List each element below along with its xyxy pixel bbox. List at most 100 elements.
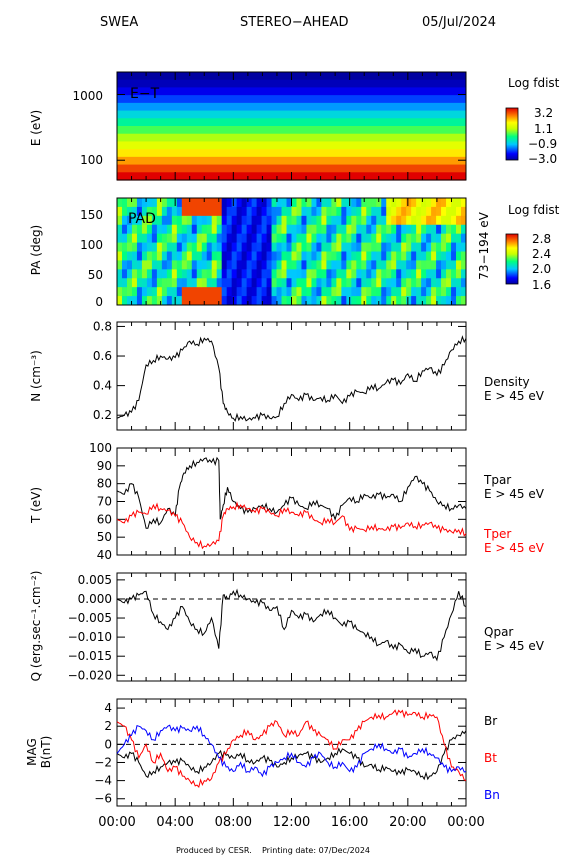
pad-cell <box>156 233 163 243</box>
pad-cell <box>401 296 407 306</box>
pad-cell <box>286 287 292 297</box>
pad-cell <box>371 233 377 243</box>
pad-cell <box>186 278 193 288</box>
x-tick-label: 12:00 <box>273 815 310 830</box>
pad-cell <box>456 206 462 217</box>
pad-cell <box>181 296 188 306</box>
pad-cell <box>131 215 138 226</box>
pad-cell <box>117 198 123 208</box>
pad-cell <box>251 296 257 306</box>
pad-cell <box>216 278 223 288</box>
pad-cell <box>386 198 392 208</box>
pad-cell <box>131 278 138 288</box>
pad-cell <box>451 296 457 306</box>
pad-cell <box>151 287 158 297</box>
pad-cell <box>311 269 317 279</box>
pad-cell <box>161 278 168 288</box>
pad-cell <box>171 215 178 226</box>
pad-cell <box>156 287 163 297</box>
pad-cell <box>151 215 158 226</box>
pad-cell <box>461 260 467 270</box>
energy-band <box>117 87 466 96</box>
pad-cell <box>231 215 238 226</box>
pad-cell <box>411 206 417 217</box>
pad-cell <box>311 287 317 297</box>
pad-cell <box>336 224 342 235</box>
pad-cell <box>306 251 312 261</box>
pad-cell <box>201 260 208 270</box>
pad-cell <box>341 296 347 306</box>
pad-cell <box>141 224 148 235</box>
pad-cell <box>166 224 173 235</box>
pad-cell <box>291 296 297 306</box>
pad-cell <box>456 233 462 243</box>
pad-cell <box>441 215 447 226</box>
pad-cell <box>391 278 397 288</box>
pad-cell <box>261 233 267 243</box>
pad-cell <box>301 278 307 288</box>
pad-cell <box>251 251 257 261</box>
pad-cell <box>286 224 292 235</box>
date-label: 05/Jul/2024 <box>422 15 496 30</box>
pad-cell <box>211 233 218 243</box>
pad-cell <box>166 260 173 270</box>
pad-cell <box>231 251 238 261</box>
pad-cell <box>136 224 143 235</box>
pad-cell <box>226 224 233 235</box>
energy-band <box>117 133 466 143</box>
pad-cell <box>331 260 337 270</box>
energy-band <box>117 102 466 112</box>
pad-cell <box>146 198 153 208</box>
pad-cell <box>306 269 312 279</box>
x-tick-label: 08:00 <box>215 815 252 830</box>
pad-cell <box>156 242 163 252</box>
pad-cell <box>141 233 148 243</box>
pad-cell <box>351 269 357 279</box>
pad-cell <box>231 198 238 208</box>
pad-cell <box>181 215 188 226</box>
pad-cell <box>386 296 392 306</box>
pad-cell <box>301 269 307 279</box>
bt-legend: Bt <box>484 751 497 765</box>
energy-band <box>117 95 466 104</box>
pad-cell <box>251 278 257 288</box>
y-tick-label: 0.6 <box>93 349 112 363</box>
pad-cell <box>286 215 292 226</box>
pad-cell <box>266 198 272 208</box>
pad-cell <box>221 242 228 252</box>
pad-cell <box>446 260 452 270</box>
pad-cell <box>331 278 337 288</box>
pad-cell <box>161 296 168 306</box>
pad-cell <box>331 215 337 226</box>
pad-cell <box>356 278 362 288</box>
pad-cell <box>246 242 253 252</box>
pad-cell <box>341 224 347 235</box>
pad-cell <box>231 296 238 306</box>
pad-cell <box>176 206 183 217</box>
pad-cell <box>356 224 362 235</box>
pad-cell <box>216 251 223 261</box>
pad-cell <box>346 296 352 306</box>
pad-cell <box>431 242 437 252</box>
pad-cell <box>256 260 262 270</box>
pad-cell <box>201 215 208 226</box>
pad-cell <box>326 251 332 261</box>
pad-cell <box>236 260 243 270</box>
pad-cell <box>346 287 352 297</box>
pad-cell <box>311 206 317 217</box>
pad-cell <box>421 269 427 279</box>
pad-colorbar-title: Log fdist <box>508 203 560 217</box>
pad-cell <box>276 269 282 279</box>
pad-cell <box>411 260 417 270</box>
pad-cell <box>391 269 397 279</box>
pad-cell <box>421 224 427 235</box>
pad-cell <box>117 242 123 252</box>
pad-cell <box>161 287 168 297</box>
pad-cell <box>251 260 257 270</box>
pad-cell <box>261 242 267 252</box>
pad-cell <box>406 251 412 261</box>
pad-cell <box>366 287 372 297</box>
pad-cell <box>136 198 143 208</box>
pad-cell <box>256 251 262 261</box>
pad-cell <box>386 260 392 270</box>
